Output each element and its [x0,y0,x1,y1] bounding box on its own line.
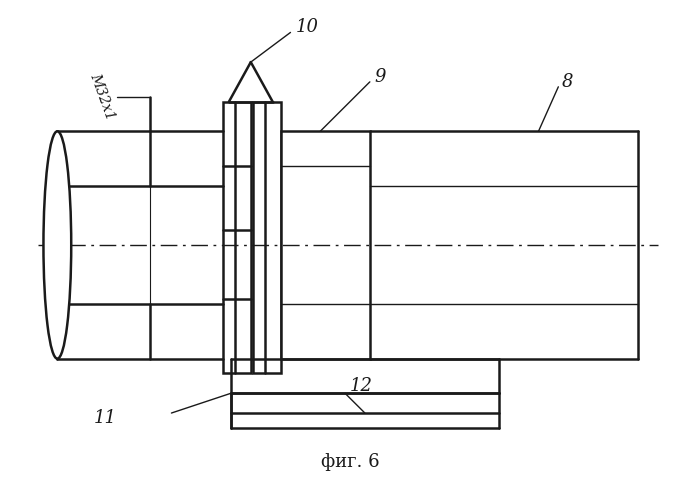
Text: 10: 10 [295,18,318,36]
Bar [281,131,370,359]
Text: фиг. 6: фиг. 6 [321,453,379,471]
Text: 12: 12 [350,377,373,395]
Text: 11: 11 [94,409,117,427]
Text: М32х1: М32х1 [87,71,117,122]
Bar [223,102,251,374]
Text: 9: 9 [374,68,386,86]
Bar [253,102,281,374]
Ellipse shape [43,131,71,359]
Text: 8: 8 [561,73,573,91]
